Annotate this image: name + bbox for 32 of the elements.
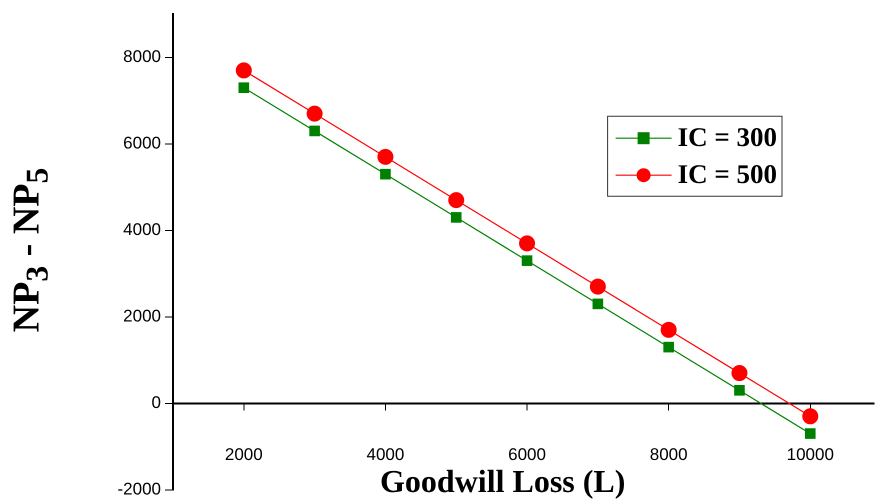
- point: [804, 428, 816, 439]
- x-tick-label: 10000: [786, 445, 834, 464]
- x-axis-title: Goodwill Loss (L): [380, 463, 626, 500]
- point: [309, 126, 320, 136]
- point: [306, 106, 323, 122]
- y-tick-label: 0: [152, 393, 161, 412]
- point: [802, 408, 818, 424]
- point: [450, 212, 462, 223]
- point: [519, 235, 536, 252]
- point: [380, 168, 391, 180]
- legend-label: IC = 300: [678, 122, 778, 152]
- point: [731, 365, 748, 382]
- y-tick-label: 8000: [123, 47, 161, 66]
- point: [663, 342, 674, 352]
- point: [377, 148, 394, 165]
- y-tick-label: 6000: [123, 134, 161, 153]
- point: [590, 278, 606, 295]
- x-tick-label: 4000: [366, 445, 404, 464]
- legend-label: IC = 500: [678, 159, 778, 190]
- y-tick-label: -2000: [118, 479, 161, 498]
- point: [236, 62, 252, 78]
- point: [522, 255, 532, 266]
- x-tick-label: 8000: [650, 445, 688, 464]
- point: [238, 82, 250, 94]
- point: [592, 298, 604, 310]
- point: [734, 385, 745, 396]
- y-tick-label: 2000: [123, 306, 161, 326]
- point: [448, 192, 464, 208]
- point: [660, 322, 677, 338]
- y-tick-label: 4000: [123, 220, 161, 240]
- x-tick-label: 6000: [508, 445, 546, 464]
- x-tick-label: 2000: [224, 445, 263, 464]
